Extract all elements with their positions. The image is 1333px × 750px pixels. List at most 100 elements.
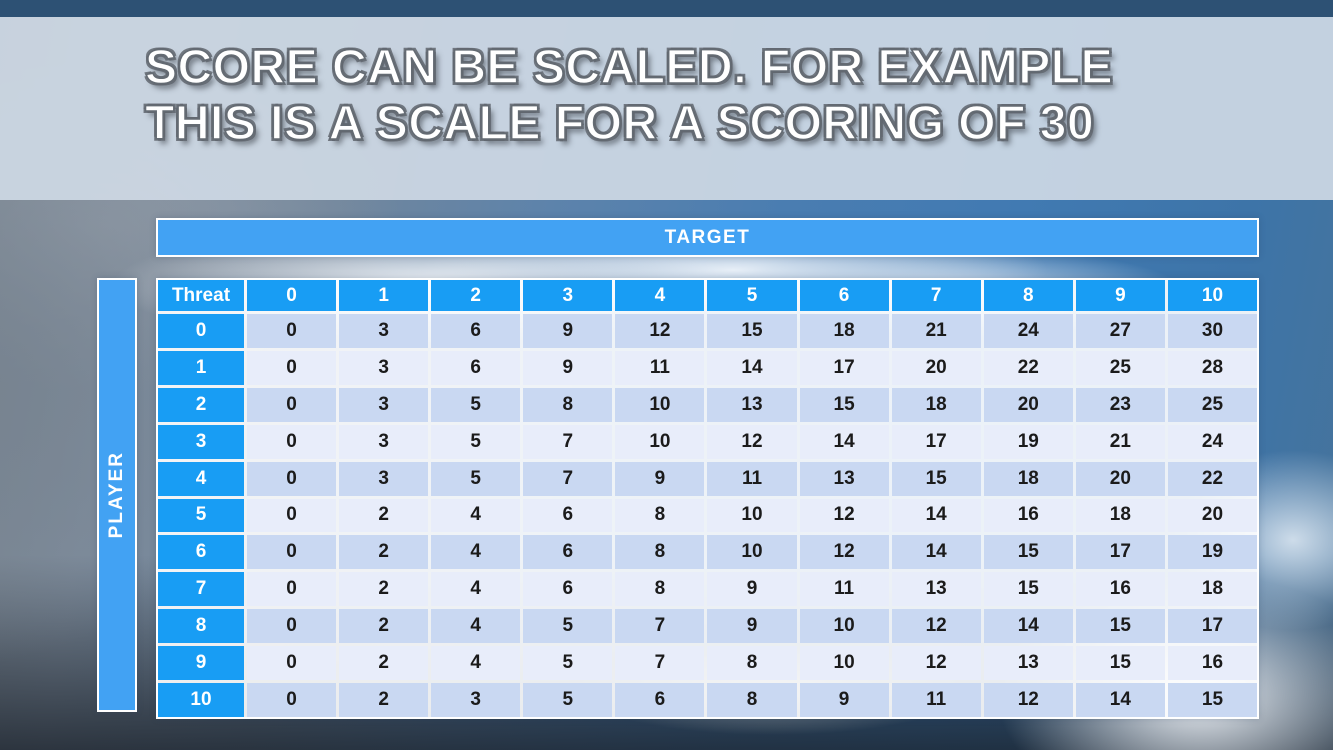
score-cell: 10 — [799, 609, 889, 644]
score-cell: 7 — [523, 461, 613, 496]
score-cell: 4 — [431, 572, 521, 607]
score-cell: 8 — [707, 646, 797, 681]
score-cell: 8 — [615, 535, 705, 570]
score-cell: 14 — [707, 350, 797, 385]
column-header-cell: 5 — [707, 280, 797, 311]
score-cell: 7 — [615, 646, 705, 681]
score-cell: 21 — [891, 314, 981, 348]
score-cell: 4 — [431, 498, 521, 533]
score-cell: 15 — [983, 572, 1073, 607]
score-cell: 24 — [1167, 424, 1257, 459]
score-cell: 12 — [891, 646, 981, 681]
score-cell: 5 — [431, 387, 521, 422]
score-cell: 7 — [523, 424, 613, 459]
score-cell: 12 — [891, 609, 981, 644]
score-cell: 0 — [247, 609, 337, 644]
player-axis-label: PLAYER — [97, 278, 137, 712]
score-cell: 4 — [431, 609, 521, 644]
row-header-cell: 4 — [158, 461, 244, 496]
score-cell: 2 — [339, 535, 429, 570]
score-cell: 25 — [1075, 350, 1165, 385]
score-cell: 9 — [707, 609, 797, 644]
score-cell: 15 — [1075, 646, 1165, 681]
column-header-cell: 8 — [983, 280, 1073, 311]
column-header-cell: 2 — [431, 280, 521, 311]
score-cell: 0 — [247, 646, 337, 681]
target-axis-text: TARGET — [664, 226, 751, 248]
score-cell: 0 — [247, 683, 337, 717]
score-cell: 0 — [247, 461, 337, 496]
row-header-cell: 6 — [158, 535, 244, 570]
score-cell: 13 — [891, 572, 981, 607]
score-cell: 15 — [707, 314, 797, 348]
score-cell: 16 — [1167, 646, 1257, 681]
row-header-cell: 5 — [158, 498, 244, 533]
score-cell: 6 — [523, 535, 613, 570]
score-cell: 11 — [891, 683, 981, 717]
score-cell: 12 — [707, 424, 797, 459]
score-cell: 15 — [1075, 609, 1165, 644]
score-cell: 3 — [339, 461, 429, 496]
score-cell: 6 — [431, 314, 521, 348]
score-cell: 21 — [1075, 424, 1165, 459]
score-cell: 0 — [247, 535, 337, 570]
slide-title-line1: SCORE CAN BE SCALED. FOR EXAMPLE — [144, 40, 1114, 95]
score-cell: 12 — [615, 314, 705, 348]
score-cell: 5 — [431, 461, 521, 496]
score-cell: 9 — [615, 461, 705, 496]
score-cell: 2 — [339, 646, 429, 681]
score-cell: 22 — [1167, 461, 1257, 496]
score-cell: 0 — [247, 572, 337, 607]
row-header-cell: 2 — [158, 387, 244, 422]
score-cell: 18 — [891, 387, 981, 422]
score-cell: 18 — [1167, 572, 1257, 607]
score-cell: 11 — [707, 461, 797, 496]
column-header-cell: 1 — [339, 280, 429, 311]
score-cell: 3 — [339, 424, 429, 459]
score-cell: 18 — [799, 314, 889, 348]
score-cell: 18 — [983, 461, 1073, 496]
score-cell: 13 — [983, 646, 1073, 681]
score-cell: 20 — [1167, 498, 1257, 533]
row-header-cell: 7 — [158, 572, 244, 607]
score-cell: 16 — [1075, 572, 1165, 607]
row-header-cell: 9 — [158, 646, 244, 681]
score-cell: 0 — [247, 314, 337, 348]
score-cell: 28 — [1167, 350, 1257, 385]
column-header-cell: 0 — [247, 280, 337, 311]
target-axis-label: TARGET — [156, 218, 1259, 257]
score-cell: 14 — [799, 424, 889, 459]
score-cell: 2 — [339, 572, 429, 607]
score-cell: 17 — [891, 424, 981, 459]
score-cell: 10 — [707, 498, 797, 533]
score-cell: 2 — [339, 498, 429, 533]
column-header-cell: 6 — [799, 280, 889, 311]
score-cell: 25 — [1167, 387, 1257, 422]
column-header-cell: 3 — [523, 280, 613, 311]
score-cell: 14 — [983, 609, 1073, 644]
score-cell: 11 — [615, 350, 705, 385]
score-cell: 8 — [615, 572, 705, 607]
score-cell: 15 — [983, 535, 1073, 570]
row-header-cell: 8 — [158, 609, 244, 644]
score-cell: 10 — [707, 535, 797, 570]
score-cell: 15 — [1167, 683, 1257, 717]
score-cell: 9 — [799, 683, 889, 717]
score-cell: 15 — [799, 387, 889, 422]
score-cell: 14 — [891, 535, 981, 570]
score-cell: 2 — [339, 683, 429, 717]
score-cell: 23 — [1075, 387, 1165, 422]
player-axis-text: PLAYER — [106, 451, 127, 539]
score-cell: 0 — [247, 498, 337, 533]
score-cell: 13 — [707, 387, 797, 422]
score-cell: 10 — [615, 387, 705, 422]
score-cell: 19 — [983, 424, 1073, 459]
score-cell: 3 — [339, 314, 429, 348]
score-cell: 0 — [247, 424, 337, 459]
score-cell: 20 — [891, 350, 981, 385]
score-cell: 13 — [799, 461, 889, 496]
score-cell: 14 — [1075, 683, 1165, 717]
score-cell: 2 — [339, 609, 429, 644]
row-header-cell: 1 — [158, 350, 244, 385]
score-cell: 5 — [431, 424, 521, 459]
